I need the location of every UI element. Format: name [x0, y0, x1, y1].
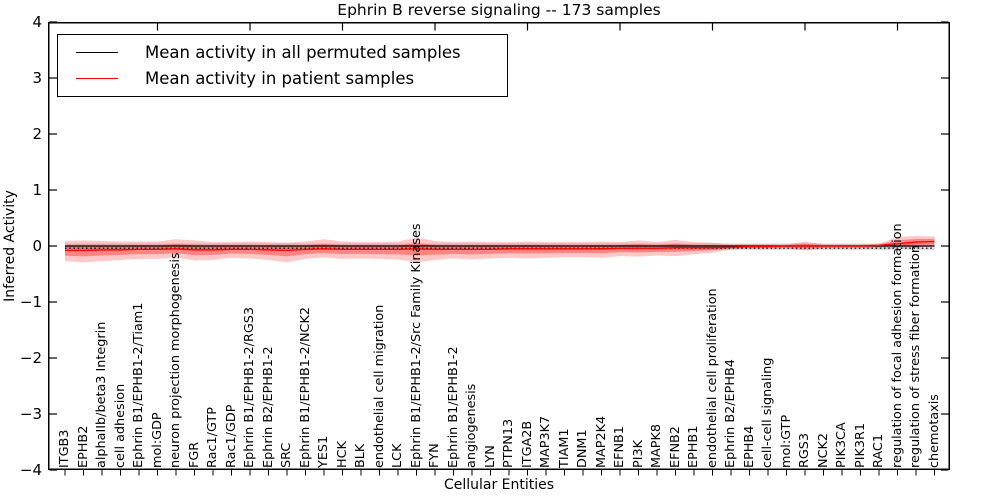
x-tick-label: PIK3CA [834, 422, 849, 468]
x-tick-label: HCK [334, 441, 350, 468]
x-tick-label: Ephrin B2/EPHB1-2 [260, 346, 276, 468]
x-tick-label: LCK [390, 443, 405, 468]
x-tick-label: EPHB2 [75, 425, 91, 468]
x-tick-label: LYN [482, 445, 498, 468]
x-tick-label: cell-cell signaling [760, 357, 775, 468]
x-tick-label: BLK [353, 443, 368, 468]
x-tick-label: Ephrin B1/EPHB1-2 [445, 346, 461, 468]
x-tick-label: EPHB1 [686, 425, 701, 468]
x-tick-label: PI3K [630, 439, 646, 468]
x-tick-label: PIK3R1 [852, 422, 868, 468]
y-tick-label: 3 [32, 68, 42, 87]
x-tick-label: Ephrin B1/EPHB1-2/RGS3 [242, 306, 257, 468]
x-tick-label: DNM1 [575, 429, 590, 468]
legend: Mean activity in all permuted samples Me… [57, 34, 508, 97]
legend-line-swatch-permuted [76, 51, 118, 53]
x-tick-label: Ephrin B1/EPHB1-2/NCK2 [297, 306, 313, 468]
legend-label-patient: Mean activity in patient samples [145, 69, 415, 89]
y-tick-label: 2 [32, 124, 42, 143]
x-tick-label: cell adhesion [112, 383, 128, 468]
x-tick-label: TIAM1 [556, 428, 572, 468]
patient-mean-line [65, 240, 935, 252]
y-tick-label: 4 [32, 12, 42, 31]
y-tick-label: 1 [32, 180, 42, 199]
x-tick-label: Rac1/GDP [223, 404, 239, 468]
x-tick-label: NCK2 [815, 432, 831, 468]
x-tick-label: FGR [186, 441, 202, 468]
x-tick-label: regulation of stress fiber formation [908, 245, 923, 468]
x-tick-label: YES1 [316, 435, 331, 468]
x-tick-label: FYN [427, 443, 442, 468]
x-tick-label: EPHB4 [741, 425, 757, 468]
legend-line-swatch-patient [76, 78, 118, 80]
y-tick-label: −1 [19, 292, 42, 311]
x-tick-label: Rac1/GTP [205, 407, 220, 468]
x-tick-label: angiogenesis [464, 383, 479, 468]
x-tick-label: endothelial cell proliferation [704, 288, 720, 468]
plot-frame [48, 22, 950, 470]
legend-item-permuted: Mean activity in all permuted samples [58, 39, 507, 65]
x-tick-label: mol:GTP [778, 414, 794, 468]
x-tick-label: MAPK8 [649, 423, 664, 468]
patient-band-inner [65, 239, 935, 257]
y-tick-label: −2 [19, 348, 42, 367]
legend-item-patient: Mean activity in patient samples [58, 66, 507, 92]
x-tick-label: MAP3K7 [538, 415, 553, 468]
x-tick-label: PTPN13 [501, 418, 516, 468]
x-tick-label: neuron projection morphogenesis [168, 252, 183, 468]
x-tick-label: Ephrin B1/EPHB1-2/Src Family Kinases [408, 223, 424, 468]
x-tick-label: ITGB3 [57, 429, 72, 468]
y-tick-label: −4 [19, 460, 42, 479]
x-tick-label: RAC1 [871, 434, 886, 468]
x-tick-label: regulation of focal adhesion formation [889, 223, 905, 468]
x-tick-label: mol:GDP [149, 412, 165, 468]
x-tick-label: EFNB2 [667, 426, 683, 468]
x-tick-label: endothelial cell migration [371, 304, 387, 468]
x-tick-label: SRC [279, 442, 294, 468]
y-tick-label: 0 [32, 236, 42, 255]
x-tick-label: Ephrin B1/EPHB1-2/Tiam1 [131, 302, 146, 468]
x-axis-label: Cellular Entities [443, 477, 555, 493]
x-tick-label: chemotaxis [926, 394, 942, 468]
y-tick-label: −3 [19, 404, 42, 423]
x-tick-label: ITGA2B [519, 420, 535, 468]
legend-label-permuted: Mean activity in all permuted samples [145, 42, 461, 62]
x-tick-label: MAP2K4 [593, 415, 609, 468]
x-tick-label: Ephrin B2/EPHB4 [723, 359, 738, 468]
x-tick-label: RGS3 [797, 432, 812, 468]
x-tick-label: alphaIIb/beta3 Integrin [94, 321, 109, 468]
x-tick-label: EFNB1 [612, 426, 627, 468]
chart-title: Ephrin B reverse signaling -- 173 sample… [337, 1, 661, 19]
